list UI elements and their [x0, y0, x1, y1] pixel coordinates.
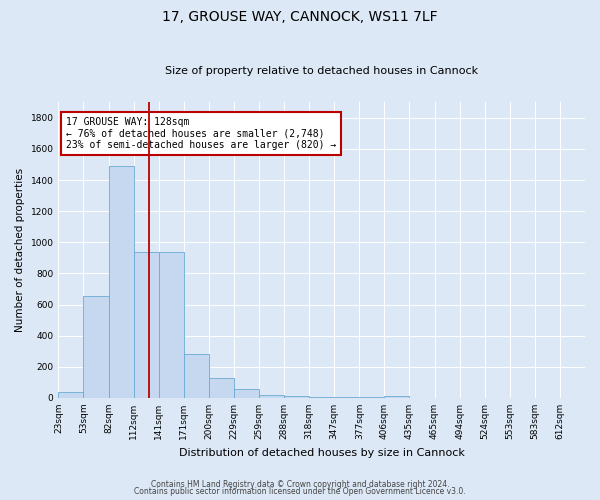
X-axis label: Distribution of detached houses by size in Cannock: Distribution of detached houses by size … — [179, 448, 464, 458]
Bar — [209, 378, 234, 398]
Text: Contains HM Land Registry data © Crown copyright and database right 2024.: Contains HM Land Registry data © Crown c… — [151, 480, 449, 489]
Title: Size of property relative to detached houses in Cannock: Size of property relative to detached ho… — [165, 66, 478, 76]
Bar — [83, 296, 109, 398]
Bar — [159, 252, 184, 398]
Bar — [309, 397, 334, 398]
Bar — [284, 396, 309, 398]
Bar — [259, 395, 284, 398]
Text: 17, GROUSE WAY, CANNOCK, WS11 7LF: 17, GROUSE WAY, CANNOCK, WS11 7LF — [162, 10, 438, 24]
Bar — [134, 252, 159, 398]
Y-axis label: Number of detached properties: Number of detached properties — [15, 168, 25, 332]
Bar — [385, 396, 409, 398]
Bar — [58, 392, 83, 398]
Bar — [234, 389, 259, 398]
Text: 17 GROUSE WAY: 128sqm
← 76% of detached houses are smaller (2,748)
23% of semi-d: 17 GROUSE WAY: 128sqm ← 76% of detached … — [67, 117, 337, 150]
Text: Contains public sector information licensed under the Open Government Licence v3: Contains public sector information licen… — [134, 487, 466, 496]
Bar — [184, 354, 209, 398]
Bar — [109, 166, 134, 398]
